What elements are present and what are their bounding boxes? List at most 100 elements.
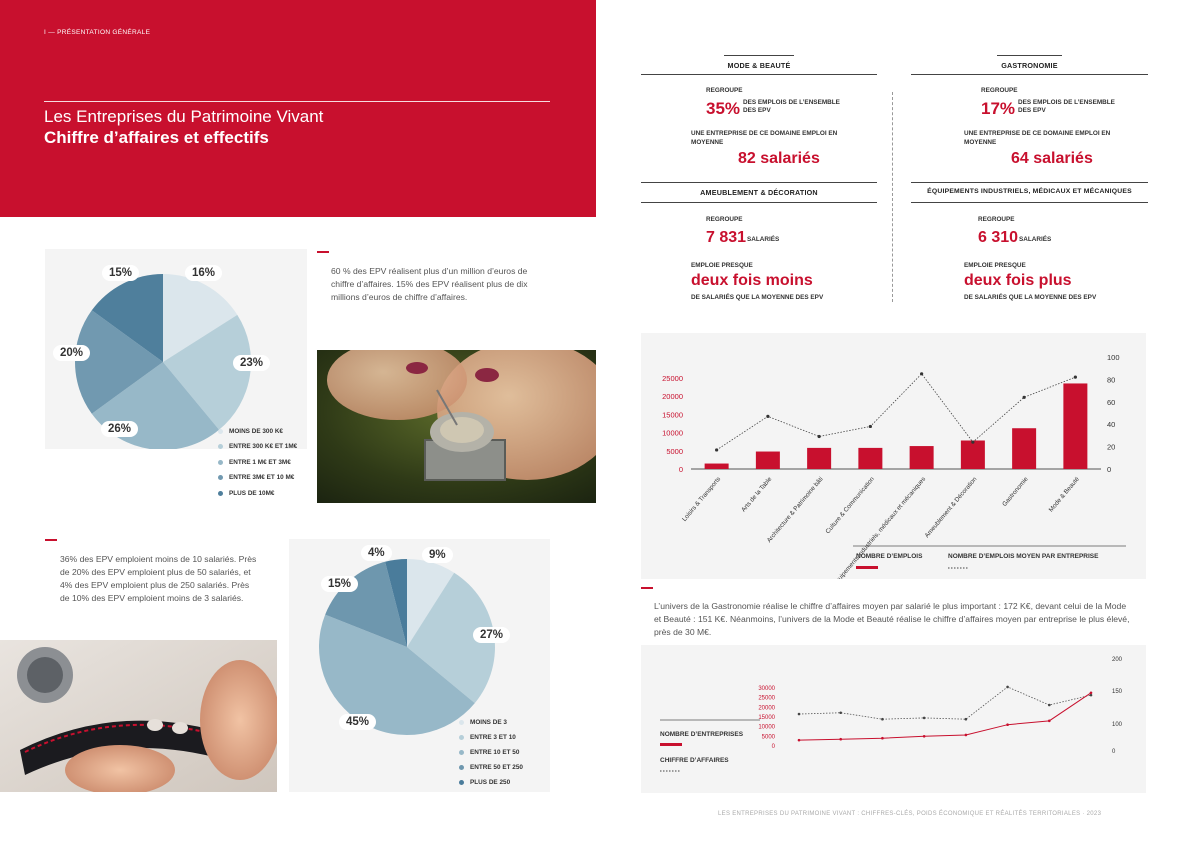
ca-pie-label-26: 26% — [101, 421, 139, 437]
entreprises-point-6 — [1047, 719, 1051, 723]
bar-chart-panel: 0 5000 10000 15000 20000 25000 0 20 40 60 80 100 Loi… — [641, 333, 1146, 588]
entreprises-point-7 — [1089, 691, 1093, 695]
stats-divider — [892, 92, 893, 302]
line-left-tick-4: 20000 — [758, 705, 775, 711]
gastro-value: 64 salariés — [1011, 150, 1093, 167]
mode-rule — [641, 74, 877, 75]
bar-1 — [755, 451, 780, 469]
equip-sub: DE SALARIÉS QUE LA MOYENNE DES EPV — [964, 294, 1097, 301]
ca-pie-slice-0 — [163, 274, 238, 362]
mode-pct: 35% — [706, 99, 741, 118]
bar-left-tick-4: 20000 — [662, 392, 683, 401]
ca-point-5 — [1006, 685, 1009, 689]
avg-point-2 — [817, 434, 821, 439]
ca-pie-label-15: 15% — [102, 265, 140, 281]
bar-legend-swatch — [856, 566, 878, 569]
emp-pie-slice-2 — [319, 614, 475, 735]
bar-category-label-0: Loisirs & Transports — [681, 476, 722, 523]
ameub-presque: EMPLOIE PRESQUE — [691, 262, 753, 269]
bar-6 — [1012, 428, 1037, 469]
section-tag: I — PRÉSENTATION GÉNÉRALE — [44, 29, 151, 36]
bar-category-label-1: Arts de la Table — [740, 475, 774, 513]
equip-presque: EMPLOIE PRESQUE — [964, 262, 1026, 269]
ca-legend-3: ENTRE 3M€ ET 10 M€ — [218, 474, 294, 481]
emp-pie-label-4: 4% — [361, 545, 392, 561]
avg-point-0 — [715, 448, 719, 452]
gastro-text: L’univers de la Gastronomie réalise le c… — [654, 601, 1130, 637]
ameub-regroupe: REGROUPE — [706, 216, 743, 223]
entreprises-point-0 — [797, 738, 801, 742]
bar-category-label-3: Culture & Communication — [824, 475, 876, 535]
ca-text-dash — [317, 251, 329, 253]
line-left-tick-2: 10000 — [758, 725, 775, 731]
ca-pie-label-23: 23% — [233, 355, 271, 371]
avg-point-6 — [1022, 395, 1026, 399]
ca-legend-1: ENTRE 300 K€ ET 1M€ — [218, 443, 297, 450]
mode-rule-top — [724, 55, 794, 56]
equip-unit: SALARIÉS — [1019, 236, 1052, 243]
bar-right-tick-0: 0 — [1107, 465, 1111, 474]
ameub-unit: SALARIÉS — [747, 236, 780, 243]
bar-7 — [1063, 383, 1088, 469]
ca-text: 60 % des EPV réalisent plus d’un million… — [331, 266, 528, 302]
footer-text: LES ENTREPRISES DU PATRIMOINE VIVANT : C… — [718, 811, 1102, 817]
bar-category-label-5: Ameublement & Décoration — [924, 475, 979, 539]
equip-value: 6 310 — [978, 229, 1019, 246]
ca-point-2 — [881, 717, 884, 721]
bar-category-label-2: Architecture & Patrimoine bâti — [766, 476, 825, 544]
ca-point-0 — [797, 712, 801, 716]
ameub-rule-top — [641, 182, 877, 183]
line-left-tick-0: 0 — [772, 744, 776, 750]
emp-legend-0: MOINS DE 3 — [459, 719, 507, 726]
gastro-head: GASTRONOMIE — [1001, 61, 1058, 70]
bar-right-tick-3: 60 — [1107, 398, 1115, 407]
emp-legend-2: ENTRE 10 ET 50 — [459, 749, 519, 756]
emp-pie-chart — [319, 559, 495, 735]
line-legend-swatch — [660, 743, 682, 746]
bar-left-tick-1: 5000 — [666, 447, 683, 456]
emp-pie-slice-1 — [407, 572, 495, 704]
bar-4 — [909, 446, 934, 469]
bar-left-tick-2: 10000 — [662, 429, 683, 438]
line-left-tick-3: 15000 — [758, 715, 775, 721]
bar-right-tick-2: 40 — [1107, 420, 1115, 429]
entreprises-point-5 — [1006, 723, 1009, 726]
entreprises-point-2 — [881, 736, 884, 740]
line-left-tick-1: 5000 — [762, 734, 776, 740]
emp-text-dash — [45, 539, 57, 541]
line-right-tick-2: 150 — [1112, 689, 1123, 695]
bar-left-tick-0: 0 — [679, 465, 683, 474]
ca-pie-panel: 15% 16% 23% 20% 26% MOINS DE 300 K€ ENTR… — [45, 249, 307, 450]
mode-value: 82 salariés — [738, 150, 820, 167]
bar-legend-emplois: NOMBRE D’EMPLOIS — [856, 553, 923, 560]
line-chart-panel: 0 5000 10000 15000 20000 25000 30000 0 100 150 200… — [641, 645, 1146, 793]
equip-big: deux fois plus — [964, 272, 1072, 289]
gastro-pct: 17% — [981, 99, 1016, 118]
ca-point-7 — [1089, 693, 1093, 697]
ca-point-3 — [922, 716, 926, 720]
bar-2 — [807, 447, 832, 469]
mode-line: UNE ENTREPRISE DE CE DOMAINE EMPLOI EN M… — [691, 130, 838, 146]
ameub-big: deux fois moins — [691, 272, 813, 289]
bar-category-label-6: Gastronomie — [1001, 475, 1030, 507]
ca-legend-2: ENTRE 1 M€ ET 3M€ — [218, 459, 291, 466]
mode-head: MODE & BEAUTÉ — [727, 61, 791, 70]
gastro-line: UNE ENTREPRISE DE CE DOMAINE EMPLOI EN M… — [964, 130, 1111, 146]
gastro-text-dash — [641, 587, 653, 589]
entreprises-line — [798, 692, 1092, 741]
line-right-tick-0: 0 — [1112, 749, 1116, 755]
emp-pie-label-9: 9% — [422, 547, 453, 563]
avg-point-3 — [868, 424, 872, 429]
avg-point-4 — [920, 372, 924, 376]
emp-text: 36% des EPV emploient moins de 10 salari… — [60, 554, 257, 603]
equip-rule-top — [911, 182, 1148, 183]
mode-pct-text: DES EMPLOIS DE L’ENSEMBLE DES EPV — [743, 99, 840, 114]
avg-point-1 — [766, 414, 770, 418]
watch-strap-photo — [0, 640, 277, 792]
ca-pie-slice-4 — [91, 274, 163, 362]
bar-category-label-4: Équipements industriels, médicaux et méc… — [830, 475, 927, 579]
entreprises-point-1 — [839, 737, 843, 741]
line-left-tick-5: 25000 — [758, 696, 775, 702]
header-band — [0, 0, 596, 217]
page-subtitle: Chiffre d’affaires et effectifs — [44, 128, 269, 147]
